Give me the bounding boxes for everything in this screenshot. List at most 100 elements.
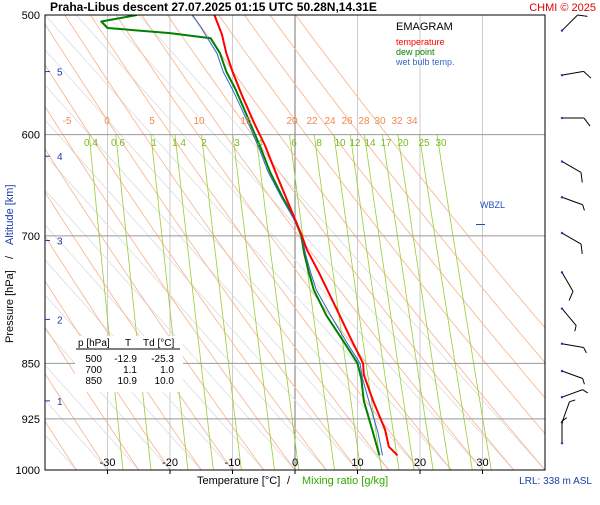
mixing-ratio-label: 20 [397,138,409,149]
wind-barb [560,389,588,399]
dry-adiabat-line [295,15,545,329]
wind-barb [560,307,577,332]
dry-adiabat-line [45,191,233,470]
pressure-tick-label: 850 [22,358,40,370]
wind-barb [560,417,568,445]
altitude-tick-label: 1 [57,397,63,408]
table-header-t: T [125,338,131,349]
mixing-ratio-line [88,134,124,470]
dry-adiabat-line [45,23,358,470]
dry-adiabat-line [90,15,421,470]
series-line-temperature [213,15,399,457]
wind-barb [560,14,588,32]
x-tick-label: -30 [100,457,116,469]
series-line-dew-point [100,15,381,456]
mixing-ratio-label: 17 [380,138,392,149]
pressure-tick-label: 500 [22,10,40,22]
mixing-ratio-line [115,134,152,470]
mixing-ratio-line [255,134,300,470]
dry-adiabat-line [45,148,265,470]
lrl-label: LRL: 338 m ASL [519,476,592,487]
mixing-ratio-line [364,134,415,470]
mixing-ratio-line [232,134,275,470]
pressure-tick-label: 1000 [16,465,40,477]
isotherm-grid [45,15,545,470]
moist-adiabat-line [45,399,108,470]
altitude-tick-label: 4 [57,152,63,163]
wbzl-label: WBZL [480,200,505,210]
dry-adiabat-line [64,15,390,470]
table-cell: 1.1 [123,365,137,376]
dry-adiabat-line [192,15,545,470]
moist-adiabat-line [45,364,140,470]
y-axis-labels: Pressure [hPa] / Altitude [km] [4,184,16,343]
dry-adiabat-line [141,15,483,470]
mixing-ratio-label: 1.4 [172,138,186,149]
mixing-ratio-label: 2 [201,138,207,149]
dry-adiabat-line [45,280,171,470]
dry-adiabat-label: 32 [391,116,403,127]
dry-adiabat-label: 26 [341,116,353,127]
dry-adiabat-line [243,15,545,399]
copyright: CHMI © 2025 [529,2,596,14]
mixing-ratio-label: 12 [349,138,361,149]
profile-lines [100,15,399,457]
table-cell: 850 [85,376,102,387]
wind-barb [560,369,585,385]
table-cell: -25.3 [151,354,174,365]
y-axis-label-sep: / [4,255,16,259]
mixing-ratio-label: 6 [291,138,297,149]
mixing-ratio-line [397,134,450,470]
legend-temperature: temperature [396,37,445,47]
wind-barb [560,196,585,211]
dry-adiabat-label: 34 [406,116,418,127]
legend-title: EMAGRAM [396,21,453,33]
mixing-ratio-line [150,134,189,470]
x-tick-label: 10 [351,457,363,469]
mixing-ratio-line [436,134,492,470]
dry-adiabat-label: 24 [324,116,336,127]
mixing-ratio-label: 1 [151,138,157,149]
level-table: p [hPa] T Td [°C] 500 -12.9 -25.3 700 1.… [75,336,183,392]
wind-barbs [560,14,592,445]
moist-adiabat-line [45,294,202,470]
y-axis-label-pressure: Pressure [hPa] [4,270,16,343]
pressure-tick-label: 925 [22,414,40,426]
mixing-ratio-line [313,134,362,470]
x-axis-label-sep: / [287,475,291,487]
wind-barb [560,231,583,255]
mixing-ratio-line [201,134,242,470]
altitude-tick-label: 2 [57,315,63,326]
wind-barb [560,70,592,79]
dry-adiabat-line [45,326,140,470]
dry-adiabat-label: 22 [306,116,318,127]
table-cell: 10.9 [118,376,138,387]
mixing-ratio-label: 14 [364,138,376,149]
dry-adiabat-grid [45,15,545,470]
moist-adiabat-line [45,329,171,470]
altitude-tick-label: 3 [57,237,63,248]
table-cell: 700 [85,365,102,376]
x-axis-label-mixing: Mixing ratio [g/kg] [302,475,388,487]
legend: EMAGRAM temperature dew point wet bulb t… [395,21,455,67]
dry-adiabat-line [45,105,296,470]
dry-adiabat-line [45,235,202,470]
moist-adiabat-line [45,189,296,470]
dry-adiabat-line [167,15,515,470]
mixing-ratio-line [418,134,473,470]
mixing-ratio-line [289,134,335,470]
mixing-ratio-label: 8 [316,138,322,149]
x-tick-label: 0 [292,457,298,469]
mixing-ratio-label: 0.4 [84,138,98,149]
x-tick-label: 20 [414,457,426,469]
dry-adiabat-line [45,64,327,470]
dry-adiabat-label: 28 [358,116,370,127]
mixing-ratio-line [174,134,214,470]
mixing-ratio-label: 25 [418,138,430,149]
moist-adiabat-line [45,49,421,470]
x-tick-label: -20 [162,457,178,469]
wind-barb [560,116,591,127]
